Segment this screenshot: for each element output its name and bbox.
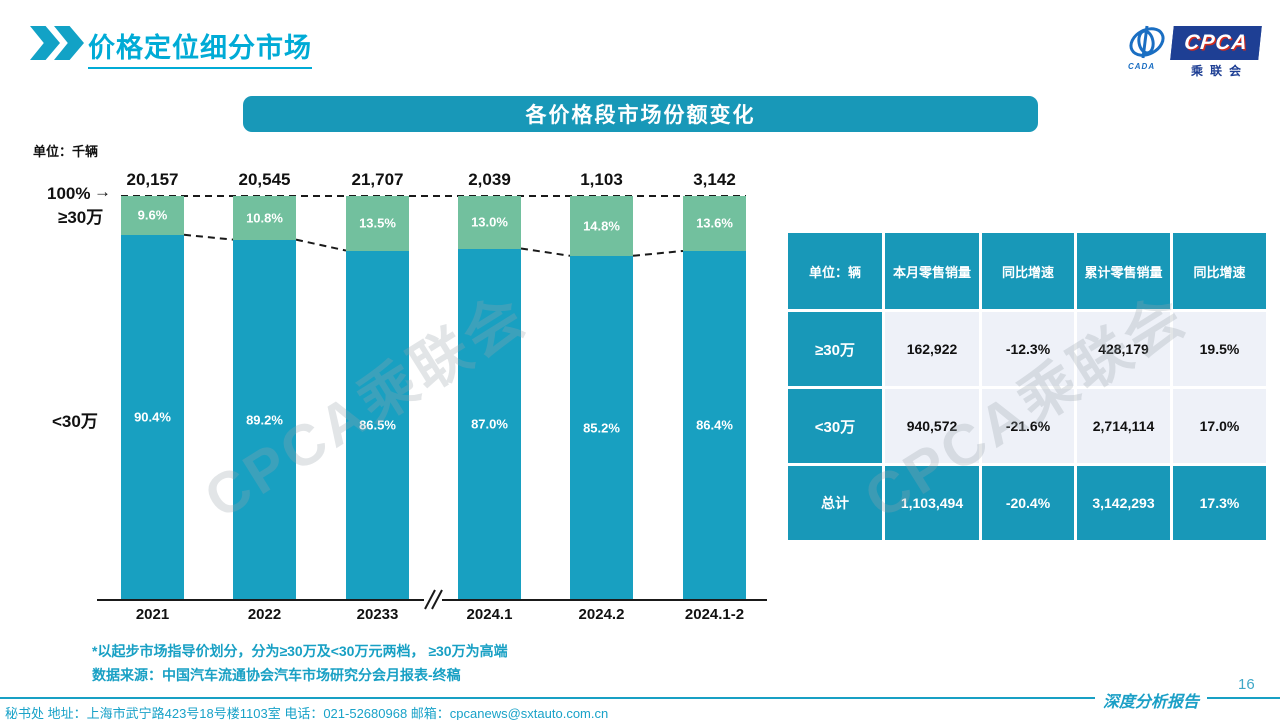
table-data-cell: 17.0% bbox=[1173, 389, 1266, 463]
table-data-cell: 940,572 bbox=[885, 389, 979, 463]
bar-segment-lt30 bbox=[233, 239, 296, 600]
cpca-logo-subtext: 乘联会 bbox=[1190, 64, 1248, 78]
segment-label-ge30: ≥30万 bbox=[58, 208, 104, 227]
arrow-icon: → bbox=[94, 182, 111, 201]
table-data-cell: 1,103,494 bbox=[885, 466, 979, 540]
table-data-cell: 2,714,114 bbox=[1077, 389, 1170, 463]
segment-pct-label: 13.6% bbox=[696, 215, 733, 231]
table-data-cell: 162,922 bbox=[885, 312, 979, 386]
table-row-label: <30万 bbox=[788, 389, 882, 463]
chart-title: 各价格段市场份额变化 bbox=[525, 104, 756, 127]
table-data-cell: 17.3% bbox=[1173, 466, 1266, 540]
x-axis-label: 2024.1-2 bbox=[684, 606, 745, 623]
x-axis-label: 2022 bbox=[247, 606, 282, 623]
bar-segment-ge30 bbox=[458, 196, 521, 249]
bar-segment-ge30 bbox=[570, 196, 633, 256]
footnote-source: 数据来源：中国汽车流通协会汽车市场研究分会月报表-终稿 bbox=[92, 667, 461, 683]
bar-total-label: 20,157 bbox=[126, 170, 179, 189]
table-header-cell: 累计零售销量 bbox=[1077, 233, 1170, 309]
table-data-cell: 3,142,293 bbox=[1077, 466, 1170, 540]
page-title: 价格定位细分市场 bbox=[88, 26, 312, 69]
page-number: 16 bbox=[1238, 676, 1255, 693]
footnote-definition: *以起步市场指导价划分，分为≥30万及<30万元两档， ≥30万为高端 bbox=[92, 643, 508, 659]
segment-pct-label: 13.0% bbox=[471, 214, 508, 230]
bar-segment-ge30 bbox=[346, 196, 409, 251]
segment-pct-label: 90.4% bbox=[134, 409, 171, 425]
y-axis-100-label: 100% bbox=[47, 184, 91, 203]
bar-total-label: 1,103 bbox=[580, 170, 623, 189]
segment-pct-label: 86.4% bbox=[696, 417, 733, 433]
x-axis-label: 2024.2 bbox=[578, 606, 625, 623]
bar-total-label: 2,039 bbox=[468, 170, 511, 189]
bar-segment-lt30 bbox=[121, 234, 184, 600]
bar-segment-lt30 bbox=[683, 250, 746, 600]
cada-text: CADA bbox=[1128, 62, 1156, 71]
footer-divider bbox=[0, 697, 1280, 699]
segment-pct-label: 86.5% bbox=[359, 417, 396, 433]
sales-table: 单位：辆 本月零售销量 同比增速 累计零售销量 同比增速 ≥30万 162,922 -12.3… bbox=[788, 233, 1266, 540]
table-header-cell: 本月零售销量 bbox=[885, 233, 979, 309]
table-header-cell: 同比增速 bbox=[982, 233, 1074, 309]
bar-segment-ge30 bbox=[233, 196, 296, 240]
x-axis-label: 20233 bbox=[356, 606, 399, 623]
bar-segment-lt30 bbox=[346, 250, 409, 600]
bar-total-label: 21,707 bbox=[351, 170, 404, 189]
segment-pct-label: 10.8% bbox=[246, 210, 283, 226]
bar-total-label: 20,545 bbox=[238, 170, 291, 189]
segment-pct-label: 9.6% bbox=[137, 207, 168, 223]
table-data-cell: -20.4% bbox=[982, 466, 1074, 540]
segment-pct-label: 14.8% bbox=[583, 218, 620, 234]
segment-pct-label: 87.0% bbox=[471, 416, 508, 432]
table-header-cell: 单位：辆 bbox=[788, 233, 882, 309]
table-header-cell: 同比增速 bbox=[1173, 233, 1266, 309]
chart-title-banner: 各价格段市场份额变化 bbox=[243, 96, 1038, 132]
table-data-cell: 428,179 bbox=[1077, 312, 1170, 386]
segment-pct-label: 13.5% bbox=[359, 215, 396, 231]
table-data-cell: -21.6% bbox=[982, 389, 1074, 463]
segment-pct-label: 85.2% bbox=[583, 420, 620, 436]
bar-segment-ge30 bbox=[121, 196, 184, 235]
x-axis-label: 2024.1 bbox=[466, 606, 513, 623]
table-data-cell: -12.3% bbox=[982, 312, 1074, 386]
x-axis-label: 2021 bbox=[135, 606, 170, 623]
bar-total-label: 3,142 bbox=[693, 170, 736, 189]
cpca-logo-emblem-icon bbox=[1129, 25, 1165, 59]
bar-segment-lt30 bbox=[458, 248, 521, 600]
cpca-logo: CADA CPCA 乘联会 bbox=[1126, 20, 1262, 78]
table-row-label: ≥30万 bbox=[788, 312, 882, 386]
footer-contact: 秘书处 地址：上海市武宁路423号18号楼1103室 电话：021-526809… bbox=[5, 706, 609, 720]
bar-segment-ge30 bbox=[683, 196, 746, 251]
report-type-label: 深度分析报告 bbox=[1095, 688, 1208, 712]
segment-pct-label: 89.2% bbox=[246, 412, 283, 428]
double-chevron-icon bbox=[30, 26, 88, 60]
table-row-label: 总计 bbox=[788, 466, 882, 540]
bar-segment-lt30 bbox=[570, 255, 633, 600]
table-data-cell: 19.5% bbox=[1173, 312, 1266, 386]
unit-note: 单位：千辆 bbox=[33, 144, 99, 159]
segment-label-lt30: <30万 bbox=[52, 412, 98, 431]
